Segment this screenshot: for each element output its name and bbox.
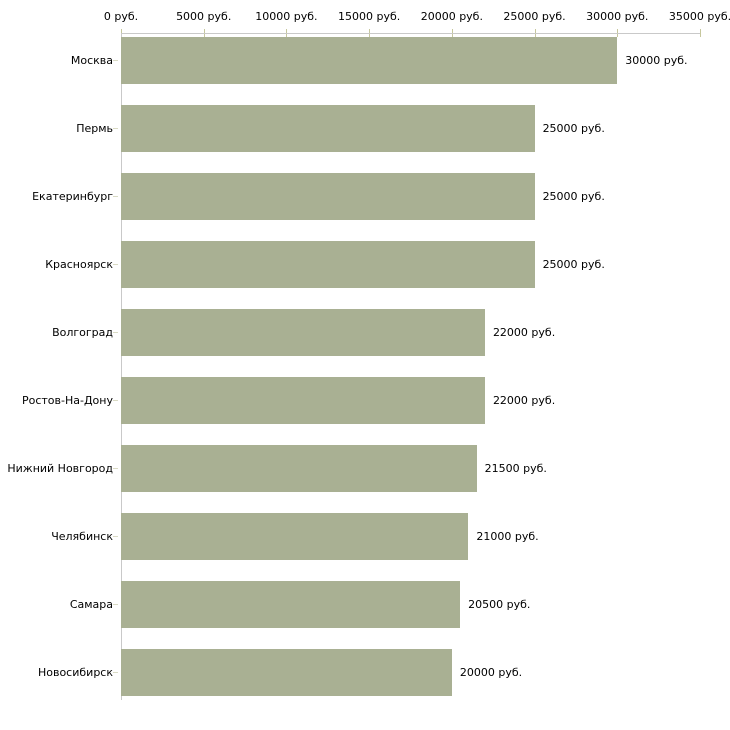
category-label: Нижний Новгород xyxy=(7,461,113,475)
x-axis-tick-label: 20000 руб. xyxy=(420,10,483,23)
bar xyxy=(121,36,618,84)
bar-track: 20500 руб. xyxy=(121,570,730,638)
category-label: Ростов-На-Дону xyxy=(21,393,113,407)
bar-row: Красноярск 25000 руб. xyxy=(0,230,730,298)
bar-track: 22000 руб. xyxy=(121,366,730,434)
bar-row: Челябинск 21000 руб. xyxy=(0,502,730,570)
x-axis-tick-label: 0 руб. xyxy=(103,10,139,23)
x-axis-tick-label: 25000 руб. xyxy=(503,10,566,23)
bar-row: Новосибирск 20000 руб. xyxy=(0,638,730,706)
value-label: 20000 руб. xyxy=(459,665,523,679)
category-tick-mark xyxy=(113,535,118,537)
category-tick-mark xyxy=(113,331,118,333)
value-label: 20500 руб. xyxy=(468,597,531,611)
value-label: 21500 руб. xyxy=(484,461,547,475)
category-tick-mark xyxy=(113,603,118,605)
x-axis-tick-mark xyxy=(700,29,701,37)
category-tick-mark xyxy=(113,467,118,469)
bar xyxy=(121,104,535,152)
value-label: 25000 руб. xyxy=(542,189,605,203)
x-axis-tick-label: 5000 руб. xyxy=(176,10,232,23)
x-axis-line xyxy=(121,33,700,34)
category-label: Челябинск xyxy=(51,529,113,543)
category-label: Красноярск xyxy=(45,257,113,271)
category-label: Новосибирск xyxy=(37,665,113,679)
bar-track: 25000 руб. xyxy=(121,94,730,162)
category-tick-mark xyxy=(113,399,118,401)
value-label: 21000 руб. xyxy=(476,529,539,543)
x-axis-tick-label: 35000 руб. xyxy=(668,10,730,23)
bar-track: 30000 руб. xyxy=(121,26,730,94)
category-tick-mark xyxy=(113,263,118,265)
bar xyxy=(121,444,477,492)
bar xyxy=(121,172,535,220)
bar xyxy=(121,580,461,628)
category-label: Самара xyxy=(69,597,113,611)
category-label: Москва xyxy=(70,53,113,67)
bar xyxy=(121,512,469,560)
category-tick-mark xyxy=(113,671,118,673)
x-axis-tick-label: 30000 руб. xyxy=(586,10,649,23)
value-label: 22000 руб. xyxy=(492,393,556,407)
bar-row: Пермь 25000 руб. xyxy=(0,94,730,162)
category-label: Пермь xyxy=(76,121,113,135)
bar-track: 20000 руб. xyxy=(121,638,730,706)
bar-row: Самара 20500 руб. xyxy=(0,570,730,638)
category-label: Волгоград xyxy=(52,325,113,339)
bars-area: Москва 30000 руб. Пермь 25000 руб. Екатеринб… xyxy=(0,26,730,706)
category-tick-mark xyxy=(113,195,118,197)
bar-row: Нижний Новгород 21500 руб. xyxy=(0,434,730,502)
bar-row: Волгоград 22000 руб. xyxy=(0,298,730,366)
bar-row: Ростов-На-Дону 22000 руб. xyxy=(0,366,730,434)
value-label: 25000 руб. xyxy=(542,121,605,135)
value-label: 30000 руб. xyxy=(625,53,688,67)
bar-track: 25000 руб. xyxy=(121,230,730,298)
bar xyxy=(121,376,485,424)
bar-track: 21000 руб. xyxy=(121,502,730,570)
y-axis-line xyxy=(121,33,122,700)
bar-row: Екатеринбург 25000 руб. xyxy=(0,162,730,230)
bar-row: Москва 30000 руб. xyxy=(0,26,730,94)
value-label: 22000 руб. xyxy=(492,325,556,339)
category-label: Екатеринбург xyxy=(32,189,113,203)
bar xyxy=(121,308,485,356)
category-tick-mark xyxy=(113,127,118,129)
bar-track: 21500 руб. xyxy=(121,434,730,502)
x-axis-tick-label: 10000 руб. xyxy=(255,10,318,23)
bar-track: 22000 руб. xyxy=(121,298,730,366)
value-label: 25000 руб. xyxy=(542,257,605,271)
bar xyxy=(121,648,452,696)
x-axis-tick-label: 15000 руб. xyxy=(338,10,401,23)
category-tick-mark xyxy=(113,59,118,61)
bar xyxy=(121,240,535,288)
bar-track: 25000 руб. xyxy=(121,162,730,230)
